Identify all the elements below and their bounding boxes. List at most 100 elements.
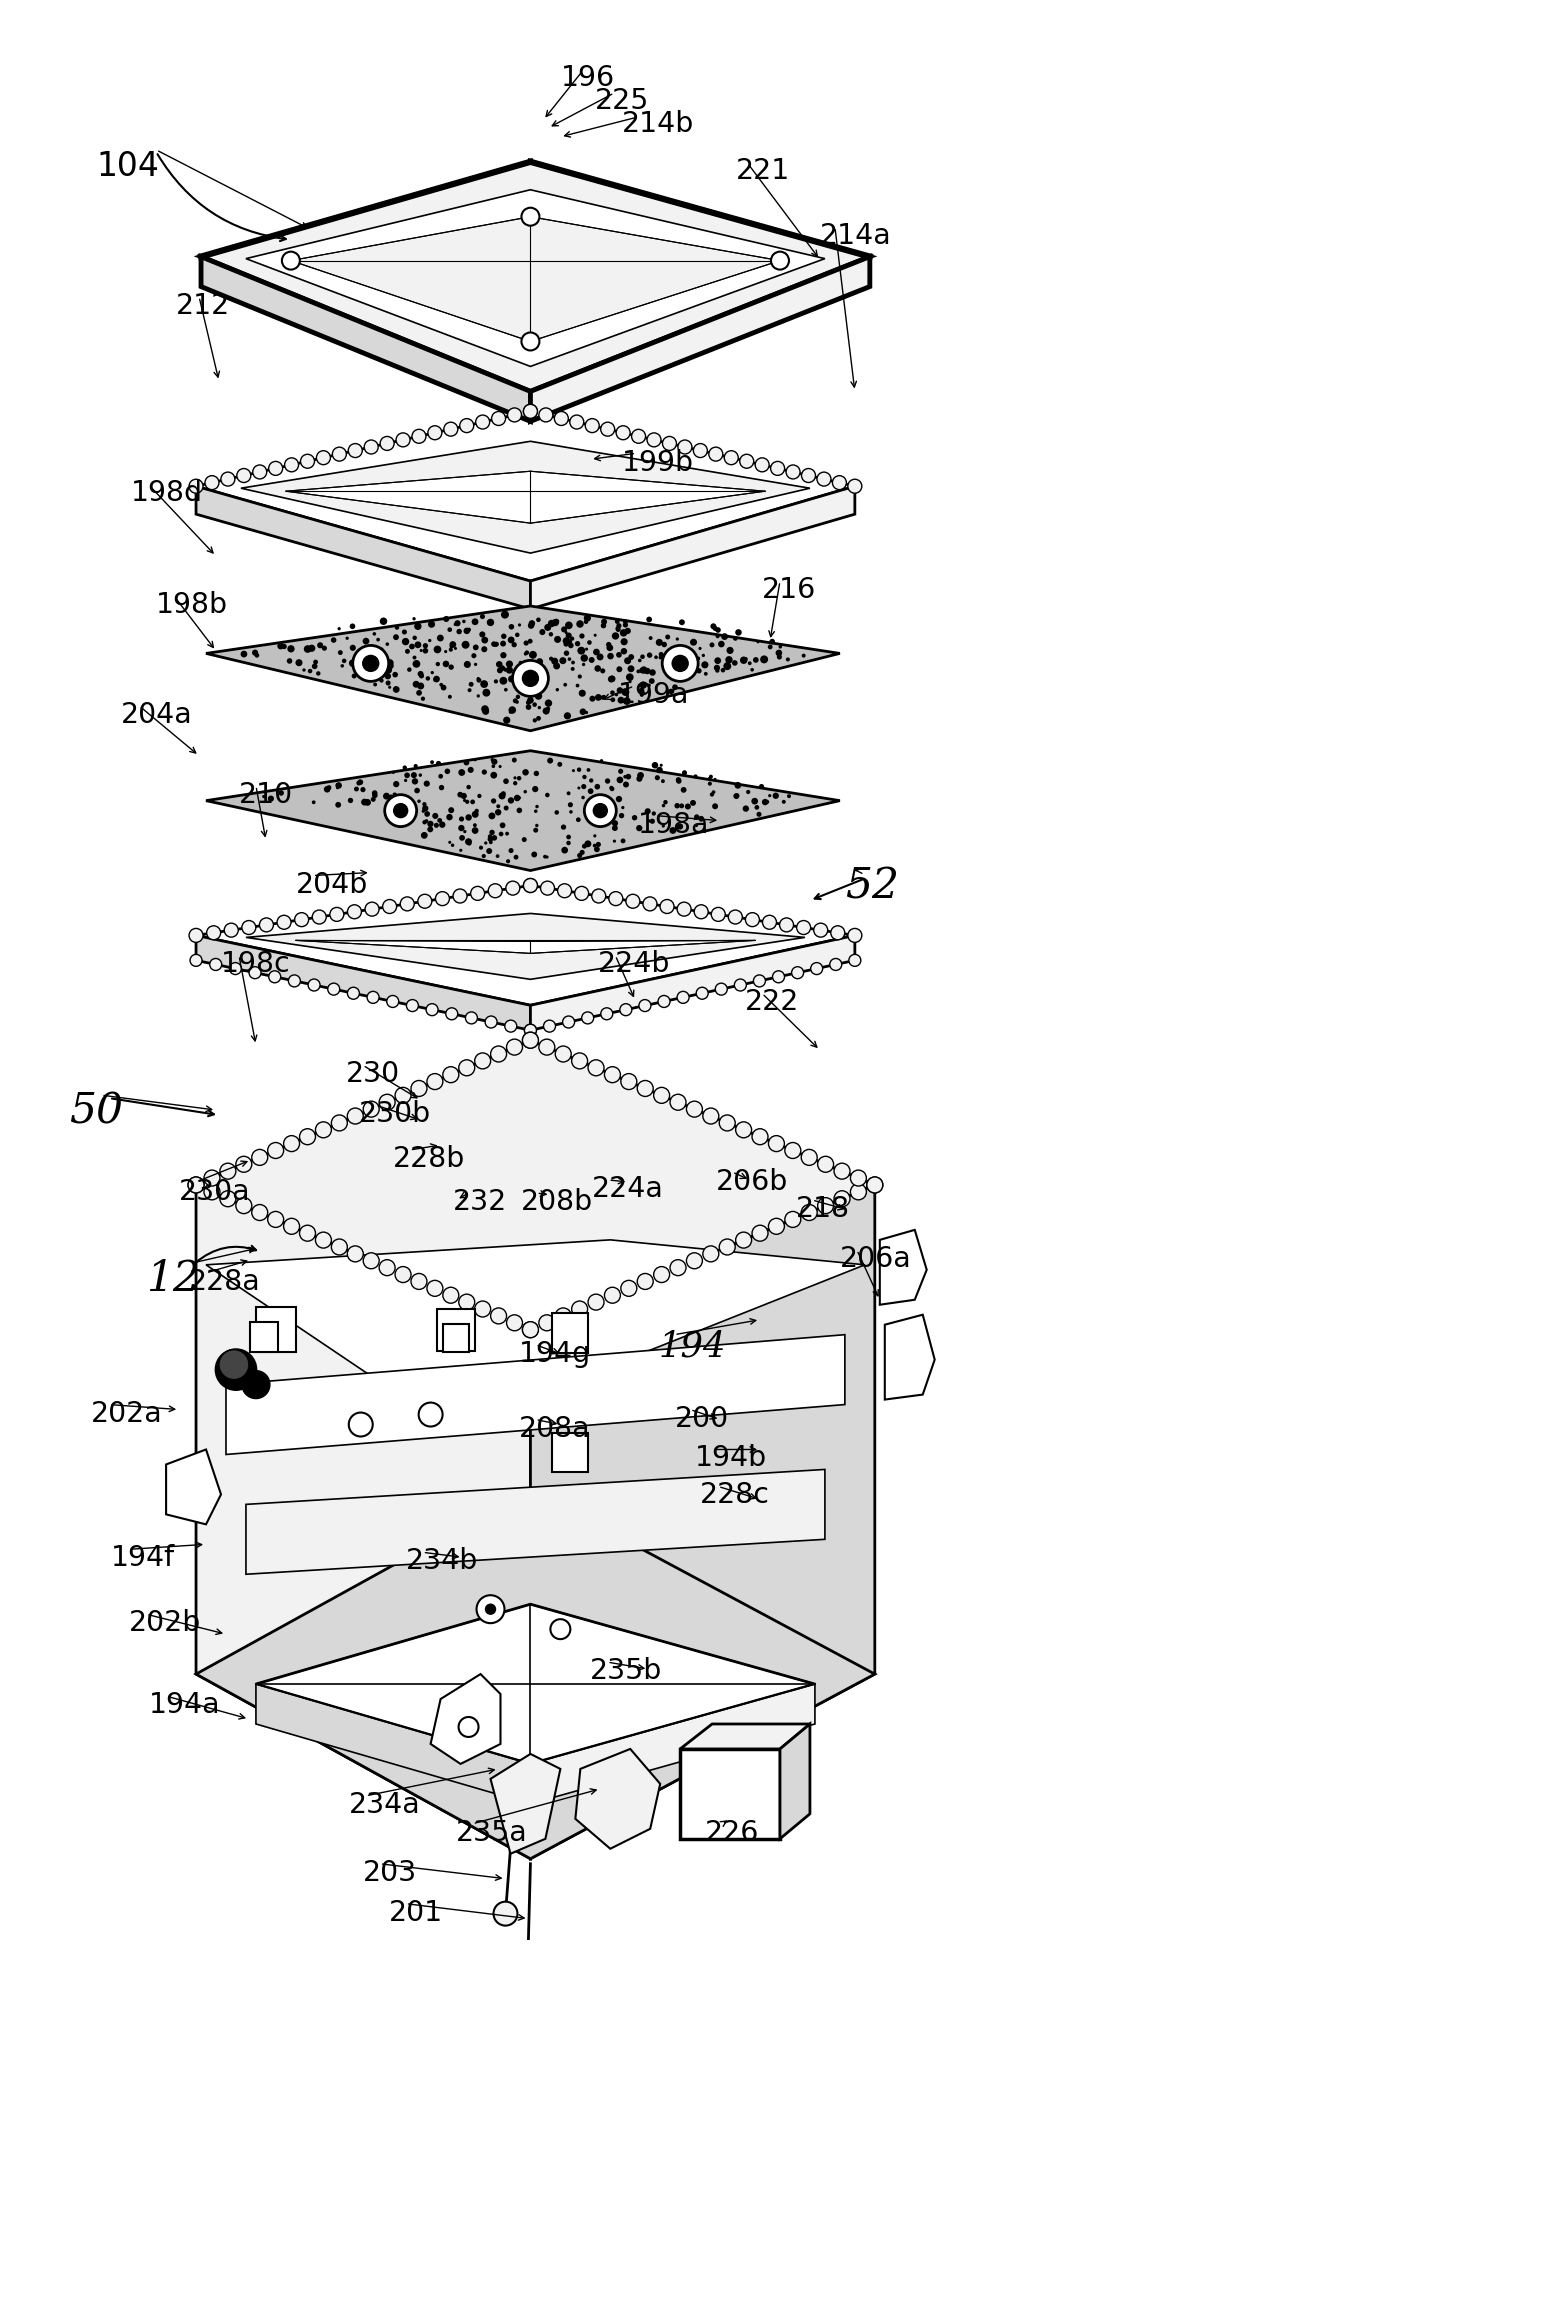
Circle shape xyxy=(449,648,454,652)
Text: 194b: 194b xyxy=(696,1444,767,1472)
Circle shape xyxy=(589,696,596,701)
Circle shape xyxy=(284,457,298,471)
Circle shape xyxy=(668,661,671,666)
Circle shape xyxy=(463,627,471,634)
Circle shape xyxy=(395,624,400,629)
Circle shape xyxy=(593,889,606,903)
Circle shape xyxy=(500,652,506,659)
Circle shape xyxy=(401,629,407,634)
Circle shape xyxy=(605,1288,620,1302)
Circle shape xyxy=(622,805,625,810)
Circle shape xyxy=(508,675,515,682)
Circle shape xyxy=(236,469,252,483)
Circle shape xyxy=(534,671,537,675)
Circle shape xyxy=(563,641,569,648)
Circle shape xyxy=(523,404,537,418)
Circle shape xyxy=(602,620,606,624)
Circle shape xyxy=(770,638,775,645)
Circle shape xyxy=(332,448,346,462)
Circle shape xyxy=(468,687,472,692)
Polygon shape xyxy=(296,940,755,954)
Circle shape xyxy=(539,408,552,422)
Circle shape xyxy=(535,692,542,701)
Circle shape xyxy=(412,636,417,641)
Circle shape xyxy=(489,829,495,836)
Circle shape xyxy=(756,641,759,643)
Circle shape xyxy=(708,775,713,778)
Circle shape xyxy=(677,903,691,917)
Circle shape xyxy=(514,675,517,680)
Circle shape xyxy=(551,657,559,664)
Text: 216: 216 xyxy=(762,576,816,603)
Circle shape xyxy=(579,689,586,696)
Circle shape xyxy=(491,759,494,761)
Polygon shape xyxy=(196,887,855,1005)
Circle shape xyxy=(481,854,486,859)
Circle shape xyxy=(295,659,302,666)
Circle shape xyxy=(434,678,437,682)
Circle shape xyxy=(548,757,552,764)
Circle shape xyxy=(363,638,369,645)
Circle shape xyxy=(594,784,600,789)
Text: 226: 226 xyxy=(705,1820,759,1848)
Circle shape xyxy=(710,791,714,796)
Circle shape xyxy=(762,914,776,928)
Polygon shape xyxy=(779,1725,810,1838)
Circle shape xyxy=(423,822,426,824)
Circle shape xyxy=(481,706,489,713)
Circle shape xyxy=(242,1372,270,1400)
Circle shape xyxy=(426,675,430,680)
Circle shape xyxy=(597,655,603,661)
Circle shape xyxy=(486,847,492,854)
Circle shape xyxy=(392,791,397,796)
Circle shape xyxy=(241,650,247,657)
Polygon shape xyxy=(884,1314,935,1400)
Circle shape xyxy=(623,620,628,624)
Circle shape xyxy=(779,645,782,648)
Text: 235b: 235b xyxy=(591,1657,662,1685)
Circle shape xyxy=(205,476,219,490)
Circle shape xyxy=(546,706,551,710)
Circle shape xyxy=(503,778,509,784)
Circle shape xyxy=(363,655,378,671)
Circle shape xyxy=(609,787,614,791)
Circle shape xyxy=(759,784,764,789)
Circle shape xyxy=(654,655,657,659)
Text: 198d: 198d xyxy=(131,478,204,508)
Circle shape xyxy=(616,796,622,803)
Circle shape xyxy=(731,659,738,666)
Circle shape xyxy=(660,780,665,782)
Circle shape xyxy=(756,812,762,817)
Circle shape xyxy=(438,773,443,778)
Circle shape xyxy=(410,1274,427,1290)
Circle shape xyxy=(236,1156,252,1172)
Circle shape xyxy=(693,775,697,778)
Circle shape xyxy=(503,668,508,671)
Circle shape xyxy=(463,798,466,803)
Circle shape xyxy=(676,778,682,784)
Circle shape xyxy=(404,803,407,805)
Circle shape xyxy=(506,661,512,668)
Circle shape xyxy=(640,655,645,659)
Circle shape xyxy=(458,824,464,831)
Circle shape xyxy=(637,659,642,661)
Circle shape xyxy=(514,794,520,801)
Circle shape xyxy=(626,894,640,908)
Circle shape xyxy=(392,671,398,678)
Polygon shape xyxy=(531,935,855,1031)
Circle shape xyxy=(565,622,572,629)
Circle shape xyxy=(535,715,542,722)
Circle shape xyxy=(477,794,481,798)
Text: 104: 104 xyxy=(96,151,159,183)
Circle shape xyxy=(512,699,518,703)
Circle shape xyxy=(725,657,733,664)
Circle shape xyxy=(654,1267,670,1284)
Circle shape xyxy=(460,836,464,840)
Circle shape xyxy=(620,838,625,843)
Circle shape xyxy=(386,680,390,685)
Circle shape xyxy=(417,689,421,696)
Circle shape xyxy=(506,1314,523,1330)
Circle shape xyxy=(566,791,571,796)
Circle shape xyxy=(501,610,509,620)
Circle shape xyxy=(347,905,361,919)
